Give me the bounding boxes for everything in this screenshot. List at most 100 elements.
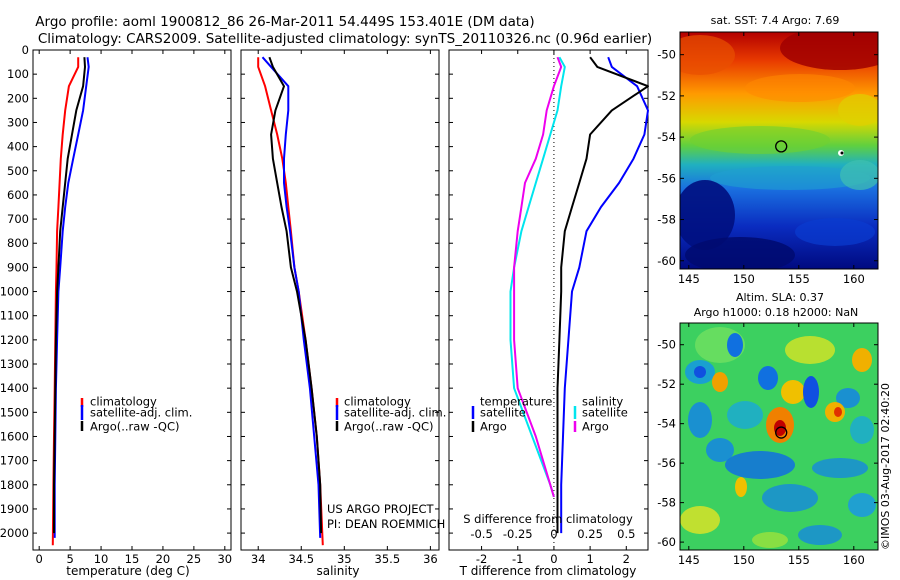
- y-tick-label: 1800: [0, 478, 29, 492]
- map-y-tick-label: -52: [657, 377, 676, 391]
- x-tick-label: 34.5: [288, 552, 314, 566]
- project-annotation-2: PI: DEAN ROEMMICH: [327, 517, 445, 531]
- temperature-xlabel: temperature (deg C): [66, 564, 189, 578]
- map-y-tick-label: -50: [657, 338, 676, 352]
- map-y-tick-label: -58: [657, 496, 676, 510]
- x-tick-label: 5: [66, 552, 73, 566]
- x-tick-label: 20: [156, 552, 171, 566]
- y-tick-label: 900: [7, 260, 29, 274]
- series-line-salinity-argo: [513, 56, 563, 498]
- salinity-xlabel: salinity: [316, 564, 359, 578]
- y-tick-label: 800: [7, 236, 29, 250]
- sla-map-title-2: Argo h1000: 0.18 h2000: NaN: [694, 306, 859, 319]
- x-tick-label: 35.5: [375, 552, 401, 566]
- map-x-tick-label: 155: [788, 272, 810, 286]
- x-tick-label: 1: [586, 552, 593, 566]
- x-tick-label: 0: [550, 552, 557, 566]
- legend-temperature-title: temperature: [480, 395, 552, 409]
- imos-timestamp-stamp: ©IMOS 03-Aug-2017 02:40:20: [879, 383, 892, 550]
- argo-position-marker: [775, 426, 788, 439]
- temperature-panel: 0100200300400500600700800900100011001200…: [0, 43, 232, 578]
- x-tick-label: 30: [217, 552, 232, 566]
- title-line-2: Climatology: CARS2009. Satellite-adjuste…: [38, 31, 652, 47]
- map-y-tick-label: -56: [657, 171, 676, 185]
- series-line-argo-raw-qc-: [268, 56, 323, 534]
- salinity-panel: 34 34.5 35 35.5 36 climatology satellite-adj…: [240, 49, 446, 578]
- y-tick-label: 700: [7, 212, 29, 226]
- sla-map-panel: Altim. SLA: 0.37 Argo h1000: 0.18 h2000:…: [657, 291, 879, 567]
- sla-map-frame: [679, 322, 879, 551]
- series-line-temperature-argo: [556, 56, 649, 534]
- legend-t-satellite: satellite: [480, 406, 526, 420]
- x-tick-label: 34: [251, 552, 266, 566]
- x-tick-label: 15: [125, 552, 140, 566]
- project-annotation-1: US ARGO PROJECT: [327, 502, 435, 516]
- map-y-tick-label: -60: [657, 254, 676, 268]
- map-x-tick-label: 145: [678, 553, 700, 567]
- s-tick-label: -0.25: [503, 527, 533, 541]
- legend-satellite-adj: satellite-adj. clim.: [90, 406, 192, 420]
- y-tick-label: 1100: [0, 309, 29, 323]
- x-tick-label: -1: [512, 552, 523, 566]
- map-y-tick-label: -58: [657, 213, 676, 227]
- s-difference-xlabel: S difference from climatology: [463, 512, 633, 526]
- difference-plot-frame: [448, 49, 649, 551]
- x-tick-label: 2: [623, 552, 630, 566]
- map-x-tick-label: 155: [788, 553, 810, 567]
- map-x-tick-label: 160: [843, 553, 865, 567]
- y-tick-label: 200: [7, 91, 29, 105]
- series-line-climatology: [257, 57, 324, 546]
- map-x-tick-label: 145: [678, 272, 700, 286]
- y-tick-label: 300: [7, 115, 29, 129]
- y-tick-label: 1300: [0, 357, 29, 371]
- x-tick-label: -2: [476, 552, 487, 566]
- series-line-satellite-adj-clim-: [261, 56, 322, 538]
- legend-climatology: climatology: [90, 395, 157, 409]
- y-tick-label: 500: [7, 164, 29, 178]
- map-y-tick-label: -50: [657, 48, 676, 62]
- legend-s-satellite: satellite: [582, 406, 628, 420]
- sst-map-frame: [679, 31, 879, 270]
- y-tick-label: 2000: [0, 526, 29, 540]
- salinity-plot-frame: [240, 49, 440, 551]
- salinity-legend: climatology satellite-adj. clim. Argo(..…: [335, 395, 446, 434]
- sst-map-panel: sat. SST: 7.4 Argo: 7.69 145 150 155 160 -50…: [657, 14, 879, 286]
- map-y-tick-label: -56: [657, 456, 676, 470]
- y-tick-label: 100: [7, 67, 29, 81]
- s-tick-label: -0.5: [470, 527, 492, 541]
- y-tick-label: 600: [7, 188, 29, 202]
- x-tick-label: 0: [36, 552, 43, 566]
- series-line-satellite-adj-clim-: [53, 57, 90, 538]
- map-x-tick-label: 150: [733, 553, 755, 567]
- map-y-tick-label: -52: [657, 89, 676, 103]
- y-tick-label: 1700: [0, 454, 29, 468]
- map-y-tick-label: -54: [657, 130, 676, 144]
- legend-argo: Argo(..raw -QC): [344, 420, 434, 434]
- x-tick-label: 10: [94, 552, 109, 566]
- y-tick-label: 1000: [0, 285, 29, 299]
- temperature-legend: climatology satellite-adj. clim. Argo(..…: [80, 395, 192, 434]
- legend-satellite-adj: satellite-adj. clim.: [344, 406, 446, 420]
- t-difference-xlabel: T difference from climatology: [459, 564, 637, 578]
- legend-t-argo: Argo: [480, 420, 507, 434]
- y-tick-label: 1200: [0, 333, 29, 347]
- legend-climatology: climatology: [344, 395, 411, 409]
- series-line-argo-raw-qc-: [53, 57, 86, 534]
- sst-field: [680, 32, 878, 269]
- map-x-tick-label: 160: [843, 272, 865, 286]
- y-tick-label: 1400: [0, 381, 29, 395]
- title-line-1: Argo profile: aoml 1900812_86 26-Mar-201…: [35, 14, 534, 30]
- y-tick-label: 0: [22, 43, 29, 57]
- y-tick-label: 1600: [0, 429, 29, 443]
- y-tick-label: 1900: [0, 502, 29, 516]
- x-tick-label: 35: [337, 552, 352, 566]
- series-line-salinity-satellite: [509, 56, 566, 498]
- y-tick-label: 400: [7, 140, 29, 154]
- sla-map-title-1: Altim. SLA: 0.37: [736, 291, 824, 304]
- difference-legend: temperature satellite Argo salinity sate…: [471, 395, 628, 434]
- map-y-tick-label: -60: [657, 535, 676, 549]
- map-x-tick-label: 150: [733, 272, 755, 286]
- sla-field: [680, 323, 878, 550]
